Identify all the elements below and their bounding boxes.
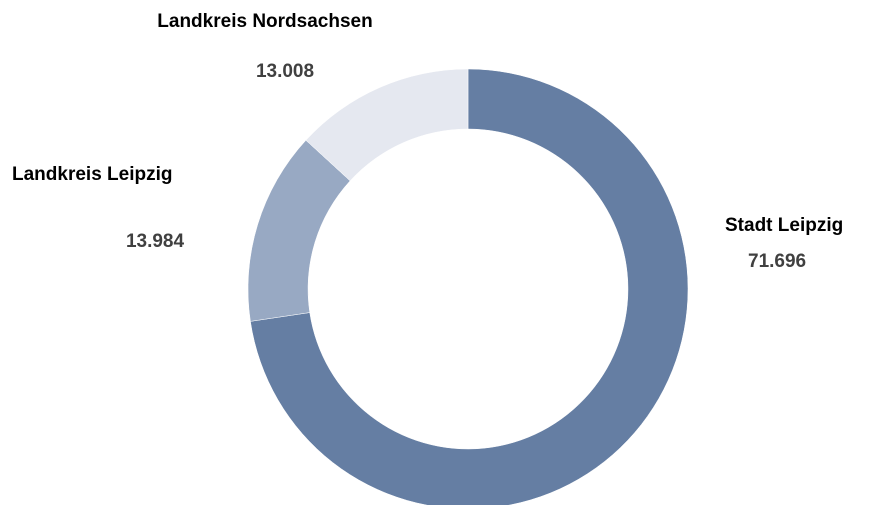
value-label: 13.008: [256, 61, 314, 82]
category-label: Landkreis Nordsachsen: [157, 11, 372, 32]
donut-slice: [305, 68, 469, 182]
donut-slice: [247, 139, 351, 322]
category-label: Landkreis Leipzig: [12, 164, 172, 185]
value-label: 13.984: [126, 231, 185, 252]
category-label: Stadt Leipzig: [725, 215, 843, 236]
value-label: 71.696: [748, 251, 806, 272]
donut-slice: [250, 68, 689, 505]
